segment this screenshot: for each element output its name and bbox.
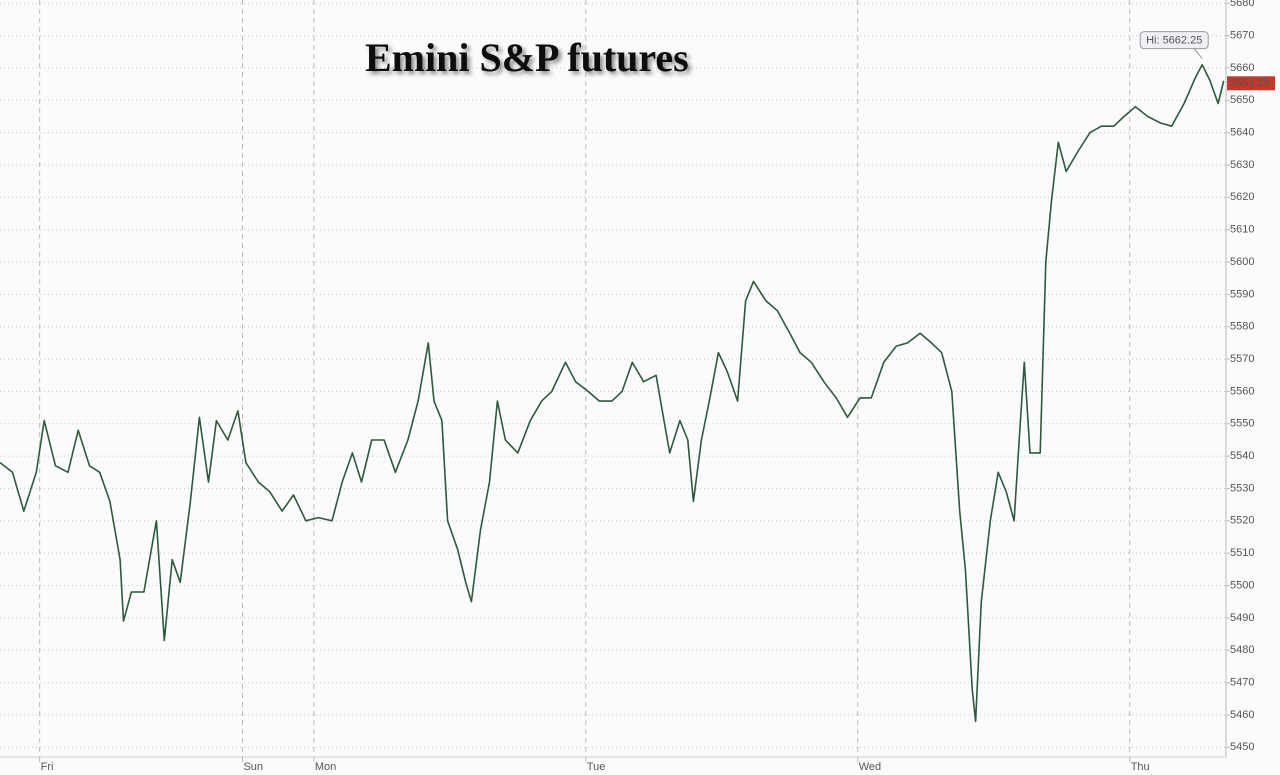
y-tick-label: 5520 [1230,515,1254,527]
annotation-pointer [1193,48,1203,59]
annotation-box [1139,31,1209,50]
x-tick-label: Tue [587,761,606,773]
y-tick-label: 5570 [1230,353,1254,365]
y-tick-label: 5500 [1230,579,1254,591]
x-tick-label: Sun [243,761,263,773]
x-tick-label: Fri [41,761,54,773]
last-price-tag [1227,76,1275,91]
last-price-label: 5655.25 [1230,77,1270,89]
y-tick-label: 5450 [1230,741,1254,753]
y-tick-label: 5670 [1230,29,1254,41]
y-tick-label: 5540 [1230,450,1254,462]
y-tick-label: 5640 [1230,127,1254,139]
y-tick-label: 5680 [1230,0,1254,9]
y-tick-label: 5480 [1230,644,1254,656]
y-tick-label: 5620 [1230,191,1254,203]
chart-title: Emini S&P futures [365,35,689,80]
y-tick-label: 5470 [1230,677,1254,689]
x-tick-label: Mon [315,761,336,773]
y-tick-label: 5490 [1230,612,1254,624]
annotation-text: Hi: 5662.25 [1146,35,1202,47]
price-line [0,63,1225,723]
y-tick-label: 5510 [1230,547,1254,559]
y-tick-label: 5610 [1230,224,1254,236]
y-tick-label: 5530 [1230,482,1254,494]
y-tick-label: 5560 [1230,385,1254,397]
y-tick-label: 5660 [1230,62,1254,74]
x-tick-label: Wed [859,761,881,773]
x-tick-label: Thu [1131,761,1150,773]
grid [0,0,1226,757]
y-tick-label: 5590 [1230,288,1254,300]
y-tick-label: 5630 [1230,159,1254,171]
y-tick-label: 5550 [1230,418,1254,430]
y-tick-label: 5600 [1230,256,1254,268]
y-tick-label: 5650 [1230,94,1254,106]
y-tick-label: 5460 [1230,709,1254,721]
y-tick-label: 5580 [1230,321,1254,333]
